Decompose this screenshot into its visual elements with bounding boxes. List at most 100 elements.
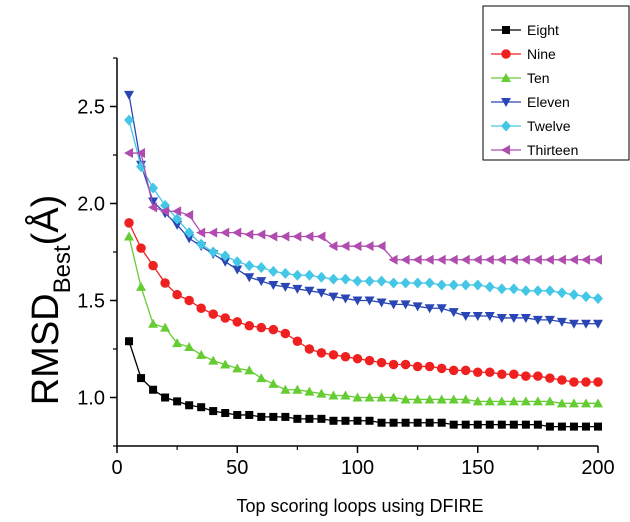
data-point-thirteen: [136, 148, 146, 159]
data-point-eight: [209, 407, 218, 416]
data-point-eight: [521, 420, 530, 429]
data-point-ten: [148, 318, 159, 328]
series-line-eleven: [128, 94, 598, 325]
data-point-ten: [256, 373, 267, 383]
data-point-twelve: [532, 285, 543, 297]
data-point-ten: [424, 394, 435, 404]
data-point-thirteen: [328, 241, 338, 252]
data-point-eleven: [472, 312, 483, 322]
data-point-thirteen: [556, 254, 566, 265]
data-point-nine: [424, 361, 435, 372]
data-point-nine: [268, 324, 279, 335]
data-point-eight: [185, 401, 194, 410]
data-point-twelve: [244, 260, 255, 272]
data-point-twelve: [412, 277, 423, 289]
data-point-eight: [233, 410, 242, 419]
data-point-twelve: [593, 293, 603, 305]
data-point-twelve: [436, 279, 447, 291]
data-point-thirteen: [244, 229, 254, 240]
data-point-eleven: [292, 284, 303, 294]
data-point-eight: [401, 418, 410, 427]
data-point-twelve: [256, 262, 267, 274]
data-point-eight: [581, 422, 590, 431]
data-point-ten: [328, 390, 339, 400]
data-point-ten: [316, 388, 327, 398]
data-point-nine: [509, 369, 519, 379]
data-point-eight: [533, 420, 542, 429]
x-tick-label: 200: [581, 457, 614, 479]
data-point-nine: [533, 371, 543, 381]
data-point-ten: [232, 363, 243, 373]
data-point-nine: [473, 367, 483, 378]
data-point-eight: [485, 420, 494, 429]
data-point-eight: [137, 374, 146, 383]
data-point-nine: [244, 320, 255, 331]
data-point-nine: [460, 365, 471, 376]
data-point-twelve: [172, 213, 183, 225]
legend-label-ten: Ten: [527, 70, 550, 86]
data-point-ten: [136, 281, 147, 291]
legend-label-eight: Eight: [527, 22, 559, 38]
data-point-twelve: [268, 265, 279, 277]
data-point-ten: [208, 355, 219, 365]
data-point-eleven: [520, 313, 531, 323]
data-point-eleven: [436, 304, 447, 314]
y-axis-label-main: RMSD: [25, 293, 67, 405]
data-point-ten: [436, 394, 447, 404]
data-point-ten: [196, 349, 207, 359]
data-point-twelve: [556, 287, 567, 299]
data-point-ten: [280, 384, 291, 394]
data-point-eight: [269, 412, 278, 421]
data-point-eleven: [232, 265, 243, 275]
data-point-thirteen: [580, 254, 590, 265]
y-axis-label-unit: (Å): [23, 195, 67, 246]
data-point-ten: [172, 338, 183, 348]
data-point-nine: [184, 295, 194, 306]
data-point-eight: [365, 416, 374, 425]
legend-label-twelve: Twelve: [527, 118, 571, 134]
data-point-ten: [508, 396, 519, 406]
data-point-ten: [532, 396, 543, 406]
data-point-nine: [400, 359, 411, 370]
data-point-twelve: [580, 291, 591, 303]
series-eleven: [124, 90, 603, 329]
data-point-eight: [497, 420, 506, 429]
data-point-eleven: [148, 197, 159, 207]
series-line-twelve: [128, 119, 599, 300]
data-point-thirteen: [280, 231, 290, 242]
data-point-twelve: [520, 285, 531, 297]
data-point-eight: [281, 412, 290, 421]
data-point-thirteen: [232, 227, 242, 238]
data-point-eight: [317, 414, 326, 423]
data-point-eleven: [244, 273, 255, 283]
y-axis-label-subscript: Best: [49, 245, 76, 293]
series-line-eight: [128, 341, 598, 428]
data-point-nine: [196, 303, 206, 314]
data-point-eleven: [556, 317, 567, 327]
legend-marker-nine: [501, 49, 511, 59]
data-point-nine: [593, 377, 603, 387]
x-tick-label: 100: [341, 457, 374, 479]
data-point-eleven: [593, 319, 603, 329]
data-point-eight: [221, 409, 230, 418]
data-point-thirteen: [520, 254, 530, 265]
data-point-nine: [376, 357, 387, 368]
data-point-ten: [593, 398, 603, 408]
data-point-eleven: [124, 90, 135, 100]
data-point-eight: [305, 414, 314, 423]
data-point-eight: [437, 418, 446, 427]
data-point-nine: [220, 313, 230, 323]
data-point-eight: [293, 414, 302, 423]
data-point-ten: [352, 392, 363, 402]
x-tick-label: 50: [226, 457, 248, 479]
data-point-eleven: [448, 308, 459, 318]
data-point-ten: [580, 398, 591, 408]
data-point-nine: [557, 375, 567, 385]
series-line-ten: [128, 236, 598, 404]
data-point-eight: [245, 410, 254, 419]
data-point-thirteen: [532, 254, 542, 265]
data-point-twelve: [124, 114, 135, 126]
data-point-ten: [244, 365, 255, 375]
data-point-twelve: [364, 275, 375, 287]
data-point-nine: [388, 359, 399, 370]
